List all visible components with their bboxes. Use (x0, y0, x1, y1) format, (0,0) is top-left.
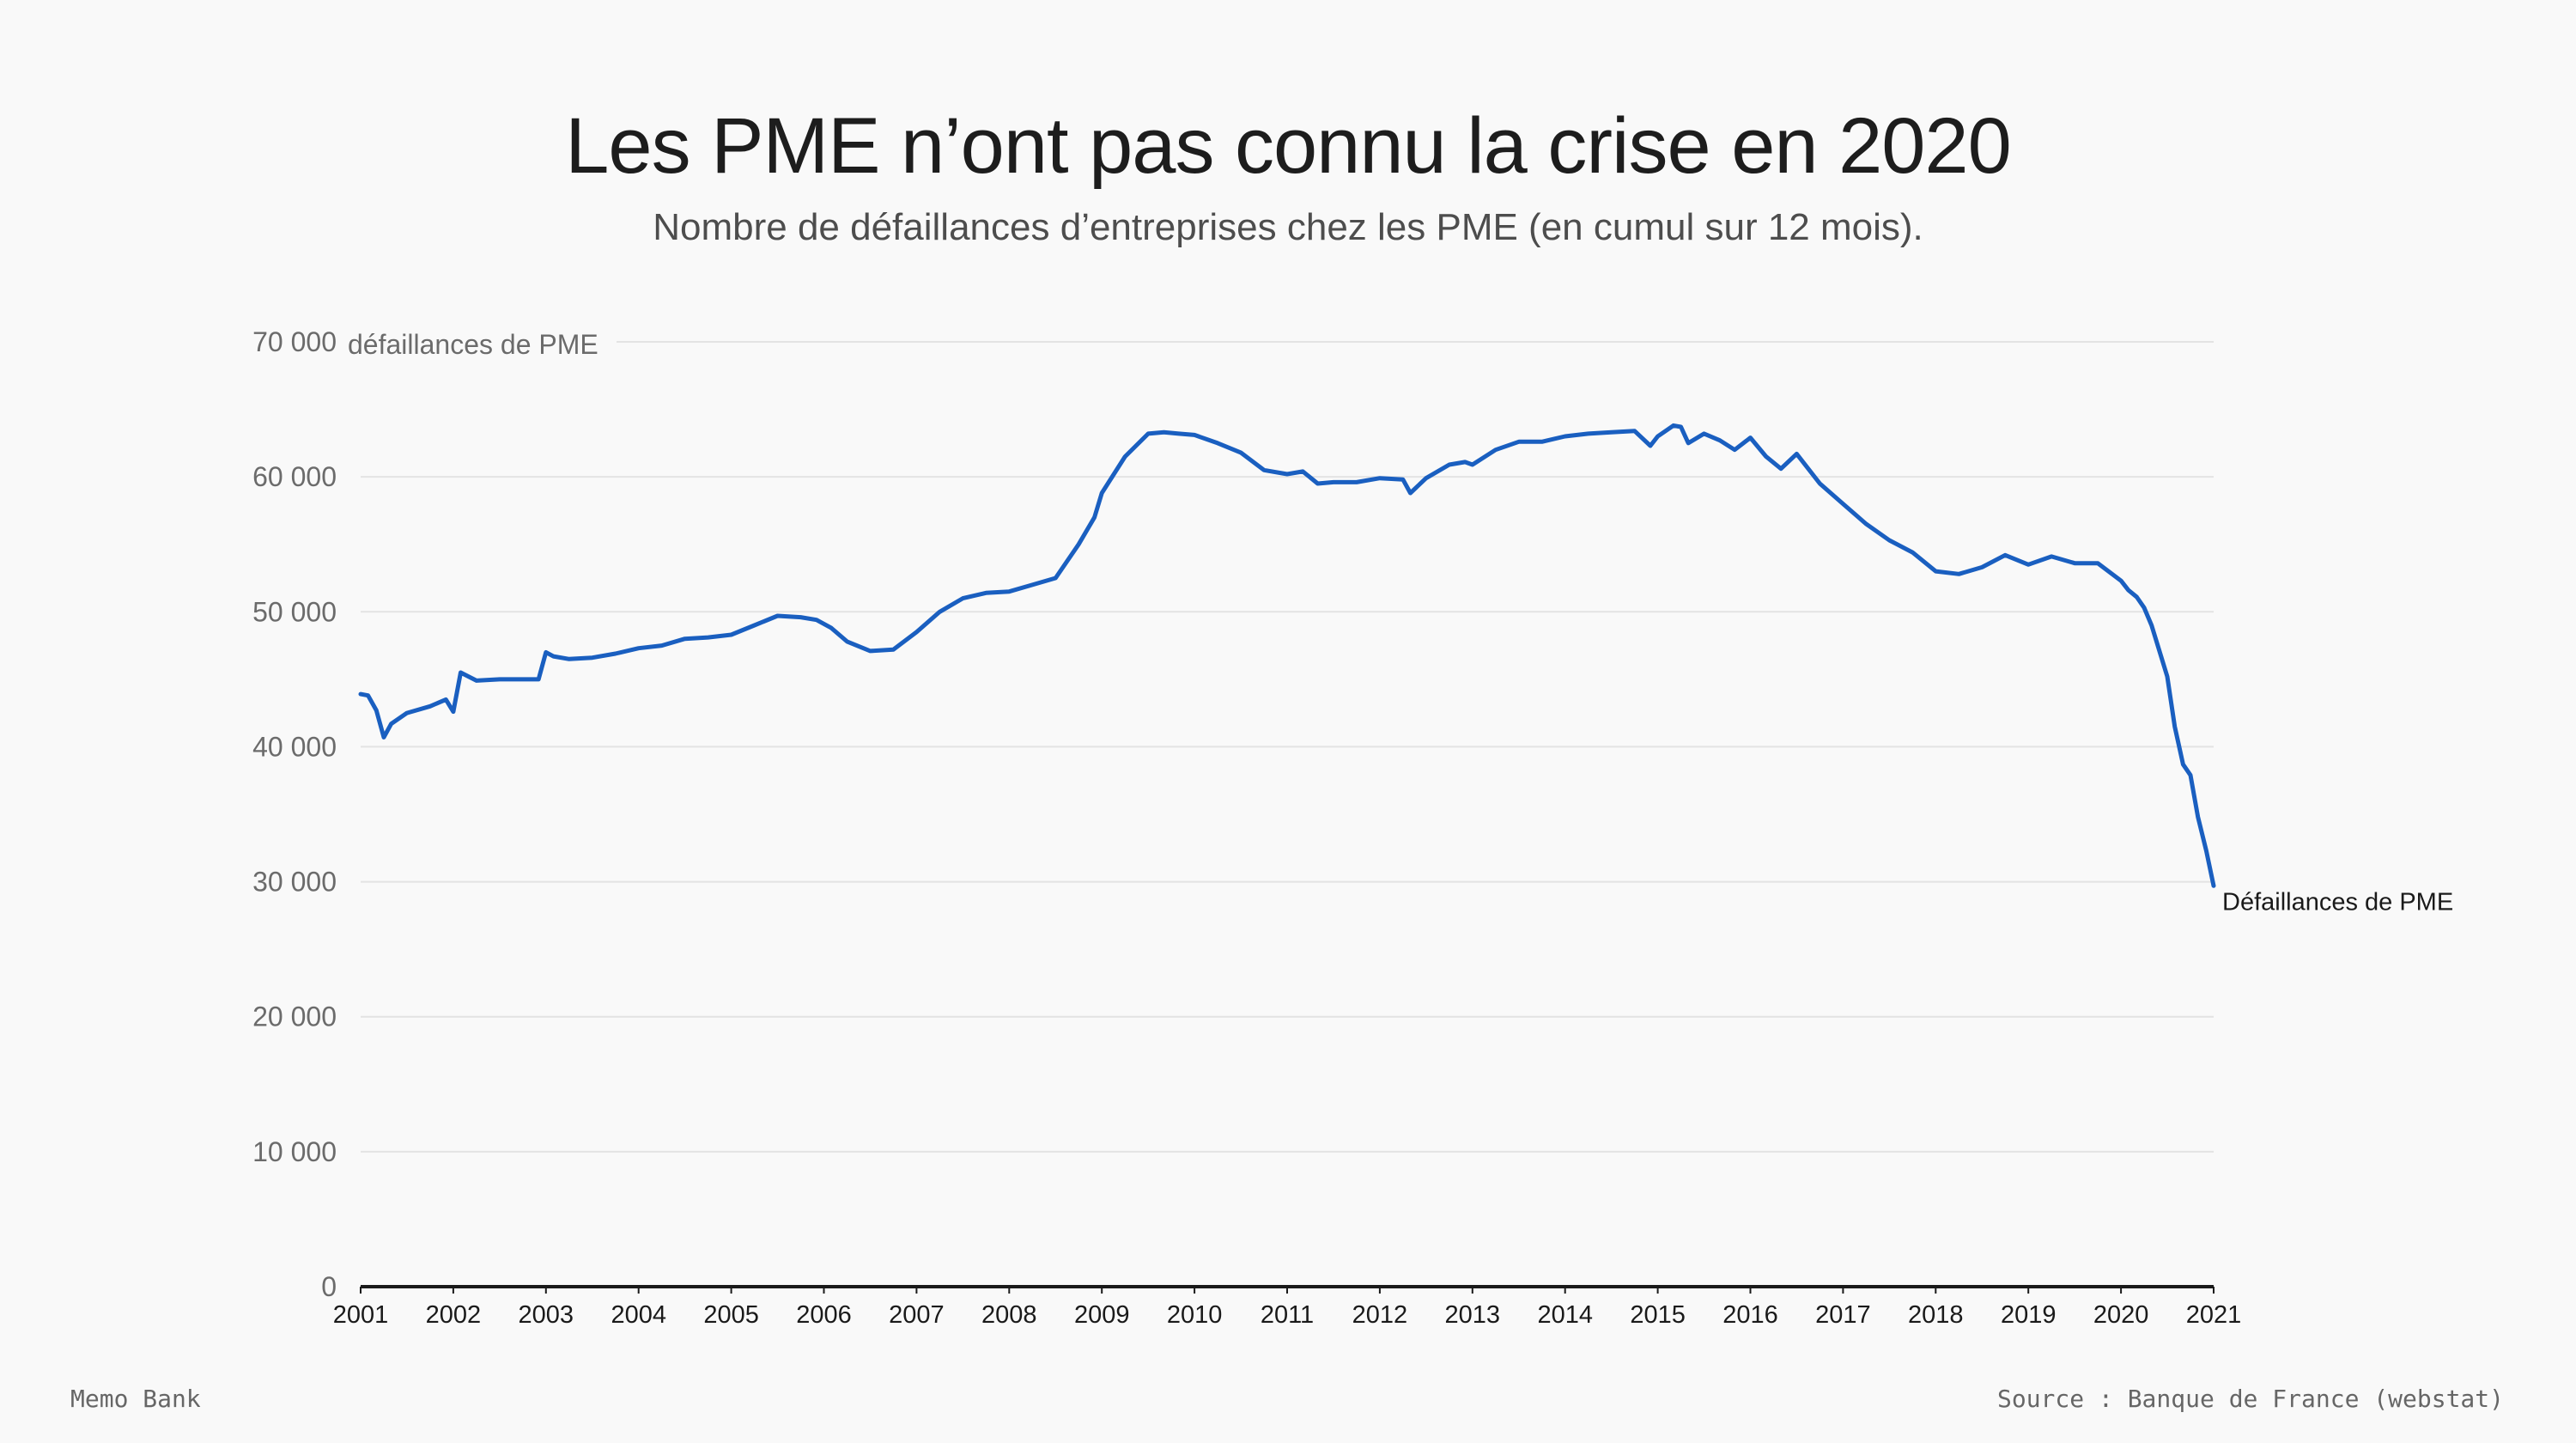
y-axis-label: défaillances de PME (348, 329, 598, 360)
x-tick-label: 2020 (2093, 1301, 2149, 1329)
y-tick-label: 10 000 (252, 1136, 337, 1167)
grid-lines (361, 341, 2214, 1153)
x-tick-label: 2015 (1630, 1301, 1686, 1329)
chart-title: Les PME n’ont pas connu la crise en 2020 (565, 102, 2012, 190)
x-tick-label: 2012 (1352, 1301, 1408, 1329)
x-tick-label: 2005 (703, 1301, 759, 1329)
brand-footer: Memo Bank (70, 1385, 201, 1413)
series-points (360, 425, 2215, 886)
series-line-defaillances-pme (358, 423, 2216, 888)
y-tick-label: 30 000 (252, 867, 337, 898)
y-tick-label: 50 000 (252, 596, 337, 627)
x-tick-label: 2003 (519, 1301, 574, 1329)
x-tick-label: 2009 (1074, 1301, 1130, 1329)
x-tick-label: 2014 (1537, 1301, 1593, 1329)
x-tick-label: 2019 (2001, 1301, 2057, 1329)
x-tick-label: 2018 (1908, 1301, 1964, 1329)
series-end-label: Défaillances de PME (2222, 888, 2453, 916)
y-axis-tick-labels: 0 10 000 20 000 30 000 40 000 50 000 60 000 70 … (252, 326, 337, 1302)
x-tick-label: 2013 (1445, 1301, 1501, 1329)
x-tick-label: 2004 (611, 1301, 666, 1329)
x-tick-label: 2017 (1815, 1301, 1871, 1329)
x-tick-label: 2011 (1261, 1301, 1314, 1329)
x-tick-label: 2008 (981, 1301, 1037, 1329)
source-footer: Source : Banque de France (webstat) (1996, 1385, 2504, 1413)
y-tick-label: 70 000 (252, 326, 337, 357)
x-tick-label: 2007 (889, 1301, 945, 1329)
x-tick-label: 2001 (333, 1301, 389, 1329)
x-axis-tick-labels: 2001 2002 2003 2004 2005 2006 2007 2008 2009 2010… (333, 1287, 2242, 1329)
x-tick-label: 2002 (426, 1301, 482, 1329)
x-tick-label: 2010 (1167, 1301, 1223, 1329)
x-tick-label: 2021 (2186, 1301, 2242, 1329)
chart-subtitle: Nombre de défaillances d’entreprises che… (653, 206, 1923, 248)
y-tick-label: 20 000 (252, 1002, 337, 1032)
y-tick-label: 40 000 (252, 731, 337, 762)
x-tick-label: 2006 (796, 1301, 852, 1329)
x-tick-label: 2016 (1722, 1301, 1778, 1329)
y-tick-label: 60 000 (252, 461, 337, 492)
y-tick-label: 0 (321, 1271, 337, 1302)
